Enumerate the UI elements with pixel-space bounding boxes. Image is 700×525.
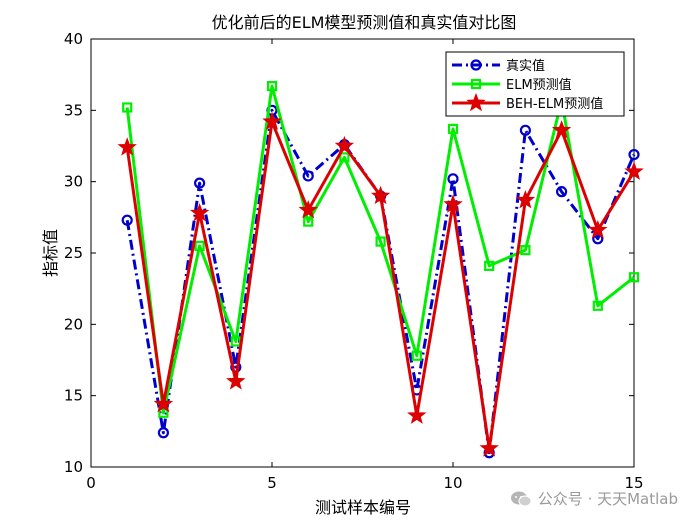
data-point [158, 407, 169, 418]
y-tick-label: 15 [64, 387, 83, 405]
legend-marker [470, 78, 482, 90]
data-point [194, 177, 206, 189]
data-point [226, 371, 246, 390]
y-axis-label: 指标值 [41, 229, 60, 277]
data-point [551, 120, 572, 139]
legend-marker [470, 59, 482, 71]
data-point [194, 240, 205, 251]
data-point [334, 135, 355, 155]
data-point [624, 161, 644, 180]
y-tick-label: 40 [64, 30, 83, 48]
x-tick-label: 0 [86, 474, 96, 492]
y-tick-label: 20 [64, 315, 83, 333]
series-line [125, 84, 635, 415]
data-point [121, 214, 133, 226]
series-1 [122, 80, 640, 418]
wechat-icon [510, 490, 532, 508]
data-point [588, 220, 608, 239]
data-point [555, 186, 568, 198]
legend: 真实值 ELM预测值 BEH-ELM预测值 [445, 51, 625, 117]
data-point [447, 173, 459, 185]
data-point [298, 200, 318, 219]
x-tick-label: 5 [267, 474, 277, 492]
x-tick-label: 10 [443, 474, 462, 492]
data-point [520, 245, 531, 256]
data-point [262, 111, 282, 130]
x-axis-label: 测试样本编号 [315, 498, 411, 517]
data-point [519, 124, 532, 136]
legend-label: BEH-ELM预测值 [506, 96, 603, 112]
watermark: 公众号 · 天天Matlab [510, 488, 678, 509]
data-point [302, 170, 314, 182]
data-point [592, 300, 603, 311]
y-tick-label: 30 [64, 173, 83, 191]
data-point [375, 236, 386, 247]
data-point [479, 438, 499, 457]
data-point [117, 137, 137, 156]
y-tick-label: 35 [64, 101, 83, 119]
data-point [447, 123, 459, 134]
data-point [153, 394, 174, 413]
data-point [303, 216, 314, 227]
data-point [628, 272, 640, 283]
data-point [157, 427, 169, 439]
legend-label: 真实值 [506, 58, 545, 74]
data-point [122, 102, 133, 113]
data-point [189, 202, 210, 222]
series-2 [117, 111, 644, 457]
data-point [266, 80, 278, 92]
legend-label: ELM预测值 [506, 77, 572, 93]
data-point [230, 336, 241, 347]
data-point [484, 260, 495, 271]
data-point [407, 405, 427, 424]
data-point [628, 148, 640, 161]
data-point [370, 185, 391, 205]
y-tick-label: 10 [64, 458, 83, 476]
chart-title: 优化前后的ELM模型预测值和真实值对比图 [212, 13, 517, 32]
watermark-text: 公众号 · 天天Matlab [537, 490, 678, 508]
data-point [411, 350, 422, 361]
data-point [515, 190, 536, 209]
data-point [443, 194, 463, 213]
legend-marker [466, 92, 486, 112]
y-tick-label: 25 [64, 244, 83, 262]
data-point [339, 152, 350, 163]
x-tick-label: 15 [624, 474, 643, 492]
